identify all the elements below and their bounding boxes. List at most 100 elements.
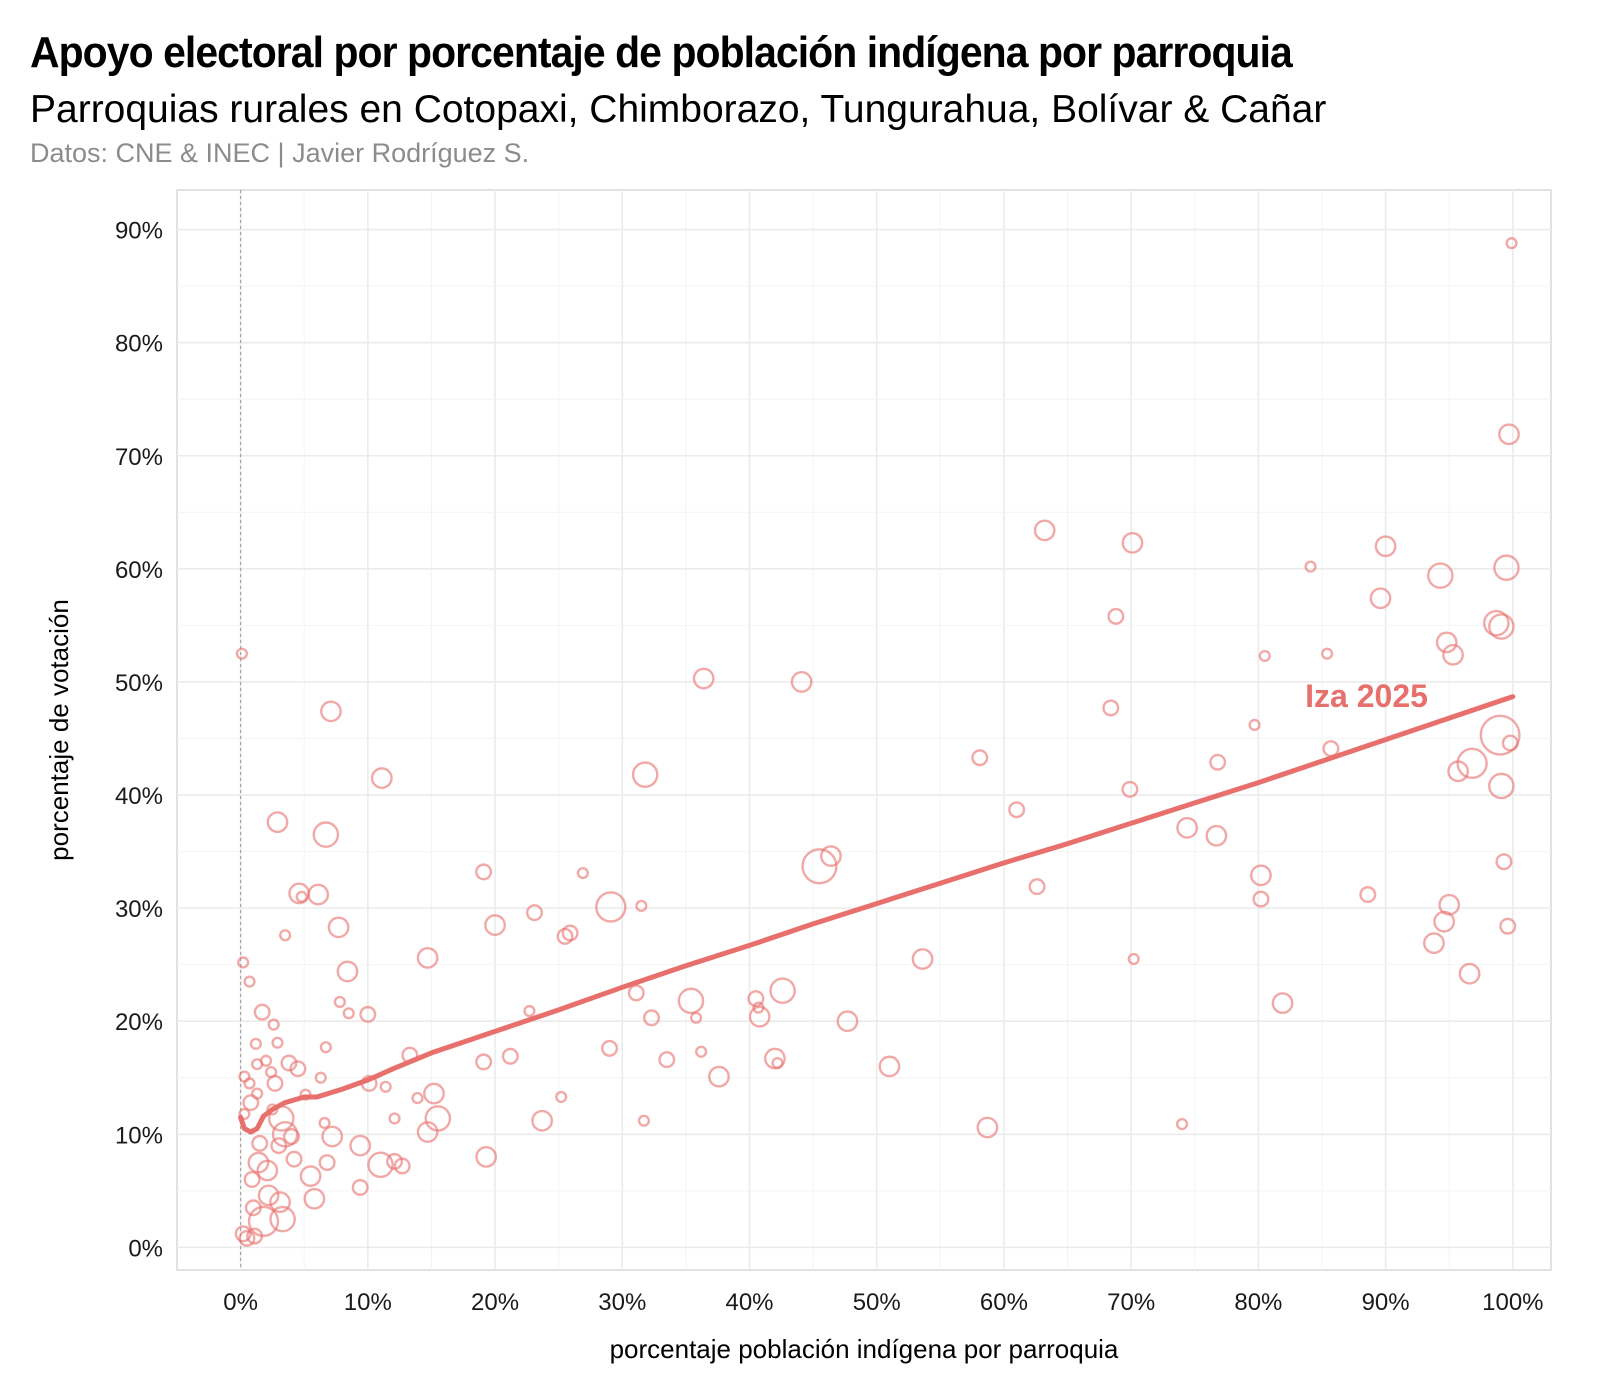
x-tick-label: 10% — [344, 1289, 392, 1316]
data-point — [307, 883, 330, 906]
trend-layer: Iza 2025 — [238, 678, 1516, 1135]
data-point — [689, 1011, 703, 1024]
x-tick-label: 0% — [223, 1289, 258, 1316]
data-point — [342, 1007, 355, 1020]
data-point — [1427, 562, 1454, 589]
data-point — [327, 916, 350, 939]
data-point — [243, 1077, 256, 1090]
data-point — [285, 1150, 303, 1168]
data-point — [1304, 560, 1317, 573]
data-point — [555, 1090, 568, 1104]
grid — [177, 190, 1551, 1270]
y-tick-label: 40% — [115, 783, 163, 810]
data-point — [484, 914, 506, 936]
x-tick-label: 50% — [853, 1289, 901, 1316]
data-point — [1271, 992, 1294, 1015]
data-point — [321, 1125, 344, 1148]
data-point — [576, 866, 589, 880]
data-point — [259, 1054, 273, 1067]
data-point — [771, 1056, 784, 1070]
data-point — [379, 1080, 392, 1093]
data-point — [359, 1005, 377, 1023]
data-point — [312, 821, 340, 848]
data-point — [243, 1171, 261, 1189]
data-point — [748, 1005, 771, 1028]
data-point — [234, 1225, 252, 1243]
data-point — [1482, 609, 1510, 637]
data-point — [1175, 1118, 1189, 1131]
data-point — [1493, 554, 1520, 582]
data-point — [1359, 886, 1377, 904]
data-point — [1250, 864, 1272, 887]
data-point — [388, 1112, 401, 1125]
y-axis-title: porcentaje de votación — [44, 599, 74, 861]
data-point — [1423, 932, 1445, 955]
x-tick-label: 70% — [1107, 1289, 1155, 1316]
data-point — [971, 749, 989, 767]
data-point — [1374, 535, 1397, 558]
data-point — [1495, 853, 1513, 871]
chart-title: Apoyo electoral por porcentaje de poblac… — [30, 28, 1293, 77]
y-tick-label: 70% — [115, 444, 163, 471]
data-point — [267, 1018, 280, 1031]
data-point — [247, 1205, 280, 1238]
data-point — [235, 647, 248, 660]
data-point — [1479, 714, 1521, 756]
data-point — [1209, 753, 1227, 771]
data-point — [271, 1036, 284, 1049]
data-point — [1320, 647, 1334, 660]
data-point — [836, 1010, 859, 1033]
y-tick-label: 80% — [115, 331, 163, 358]
data-point — [416, 946, 439, 969]
data-point — [1435, 631, 1458, 654]
x-tick-label: 60% — [980, 1289, 1028, 1316]
data-point — [1248, 718, 1261, 732]
data-point — [677, 987, 705, 1015]
y-tick-label: 60% — [115, 557, 163, 584]
y-tick-label: 30% — [115, 896, 163, 923]
data-point — [878, 1055, 901, 1078]
data-point — [475, 1146, 498, 1168]
data-point — [370, 767, 393, 789]
data-point — [1102, 699, 1120, 717]
data-point — [1176, 816, 1199, 839]
data-point — [790, 671, 813, 693]
data-point — [367, 1151, 394, 1179]
data-point — [601, 1039, 619, 1057]
data-point — [1028, 878, 1046, 896]
data-point — [692, 667, 715, 690]
data-point — [314, 1071, 327, 1084]
data-point — [318, 1154, 336, 1172]
data-point — [1488, 772, 1515, 800]
data-point — [1499, 917, 1517, 935]
data-point — [256, 1159, 279, 1182]
data-point — [318, 1116, 331, 1130]
data-point — [238, 1107, 251, 1121]
y-tick-label: 50% — [115, 670, 163, 697]
data-point — [1488, 613, 1515, 640]
data-point — [257, 1184, 280, 1207]
data-point — [1456, 747, 1488, 780]
data-point — [708, 1065, 730, 1088]
x-tick-label: 90% — [1362, 1289, 1410, 1316]
x-tick-label: 30% — [598, 1289, 646, 1316]
data-point — [1033, 519, 1056, 542]
data-point — [1369, 587, 1392, 610]
data-point — [319, 1041, 332, 1054]
data-point — [424, 1105, 452, 1132]
chart-caption: Datos: CNE & INEC | Javier Rodríguez S. — [30, 138, 530, 168]
data-point — [393, 1157, 411, 1175]
data-point — [561, 924, 579, 942]
data-point — [595, 891, 627, 923]
x-tick-label: 80% — [1234, 1289, 1282, 1316]
y-tick-label: 90% — [115, 218, 163, 245]
data-point — [320, 700, 342, 723]
data-point — [1505, 237, 1518, 250]
data-point — [695, 1045, 708, 1058]
trend-line-label: Iza 2025 — [1305, 678, 1428, 714]
data-point — [637, 1114, 651, 1127]
data-point — [242, 1094, 260, 1112]
data-point — [627, 984, 645, 1002]
data-point — [411, 1092, 424, 1105]
data-point — [475, 1053, 493, 1071]
